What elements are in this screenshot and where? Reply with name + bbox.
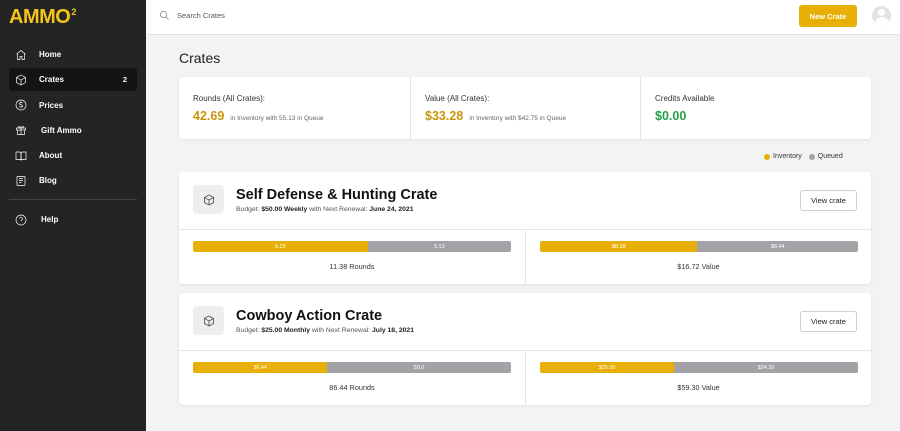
sidebar-item-gift-ammo[interactable]: Gift Ammo	[9, 119, 137, 142]
stat-label: Value (All Crates):	[425, 94, 490, 103]
budget-amount: $50.00 Weekly	[261, 206, 308, 213]
budget-prefix: Budget:	[236, 327, 260, 334]
sidebar-item-label: Blog	[39, 176, 57, 186]
legend: Inventory Queued	[764, 153, 843, 160]
value-sub: in Inventory with $42.75 in Queue	[469, 115, 567, 122]
crate-card: Cowboy Action Crate Budget: $25.00 Month…	[179, 293, 871, 405]
search-icon	[159, 10, 177, 21]
sidebar-item-label: Crates	[39, 75, 64, 85]
box-icon	[15, 74, 27, 86]
legend-inventory: Inventory	[764, 153, 802, 160]
rounds-sub: in Inventory with 55.13 in Queue	[230, 115, 324, 122]
avatar-body	[874, 17, 889, 25]
sidebar-item-label: Help	[41, 215, 59, 225]
rounds-value: 42.69	[193, 109, 225, 123]
rounds-total: 86.44 Rounds	[329, 383, 375, 392]
crate-body: 36.44 50.0 86.44 Rounds $25.00 $34.30 $5…	[179, 351, 871, 405]
rounds-bar: 6.25 5.13	[193, 241, 511, 252]
value-bar: $8.28 $8.44	[540, 241, 858, 252]
renewal-date: June 24, 2021	[369, 206, 414, 213]
box-icon	[193, 306, 224, 335]
queued-dot	[808, 153, 815, 160]
rounds-stat: Rounds (All Crates): 42.69 in Inventory …	[179, 77, 410, 139]
queued-segment: 5.13	[367, 241, 511, 252]
crate-header: Cowboy Action Crate Budget: $25.00 Month…	[179, 293, 871, 351]
ammo-logo[interactable]: AMMO 2	[0, 0, 146, 35]
crate-card: Self Defense & Hunting Crate Budget: $50…	[179, 172, 871, 284]
inventory-segment: 6.25	[193, 241, 368, 252]
book-icon	[15, 150, 27, 162]
crate-budget: Budget: $25.00 Monthly with Next Renewal…	[236, 327, 414, 334]
crate-budget: Budget: $50.00 Weekly with Next Renewal:…	[236, 206, 414, 213]
view-crate-button[interactable]: View crate	[800, 311, 857, 332]
search-box	[159, 10, 477, 21]
value-value: $33.28	[425, 109, 464, 123]
dollar-icon	[15, 99, 27, 111]
sidebar: AMMO 2 Home Crates 2 Prices Gift Ammo Abo…	[0, 0, 146, 431]
stat-label: Rounds (All Crates):	[193, 94, 266, 103]
queued-segment: $34.30	[674, 362, 858, 373]
crate-header: Self Defense & Hunting Crate Budget: $50…	[179, 172, 871, 230]
legend-label: Queued	[817, 153, 843, 160]
legend-label: Inventory	[773, 153, 802, 160]
box-icon	[193, 185, 224, 214]
legend-queued: Queued	[808, 153, 843, 160]
rounds-bar: 36.44 50.0	[193, 362, 511, 373]
sidebar-nav: Home Crates 2 Prices Gift Ammo About Blo…	[0, 35, 146, 231]
inventory-segment: 36.44	[193, 362, 328, 373]
sidebar-item-blog[interactable]: Blog	[9, 169, 137, 192]
page-title: Crates	[179, 50, 221, 66]
sidebar-item-prices[interactable]: Prices	[9, 94, 137, 117]
sidebar-item-label: Prices	[39, 100, 64, 110]
sidebar-item-about[interactable]: About	[9, 144, 137, 167]
credits-stat: Credits Available $0.00	[640, 77, 871, 139]
queued-segment: $8.44	[697, 241, 858, 252]
crates-count-badge: 2	[122, 75, 127, 85]
budget-mid: with Next Renewal:	[309, 206, 368, 213]
view-crate-button[interactable]: View crate	[800, 190, 857, 211]
queued-segment: 50.0	[327, 362, 511, 373]
budget-mid: with Next Renewal:	[311, 327, 371, 334]
sidebar-item-crates[interactable]: Crates 2	[9, 68, 137, 92]
logo-superscript: 2	[71, 6, 76, 17]
search-input[interactable]	[177, 11, 477, 20]
sidebar-item-help[interactable]: Help	[9, 208, 137, 231]
rounds-half: 36.44 50.0 86.44 Rounds	[179, 351, 525, 405]
sidebar-item-home[interactable]: Home	[9, 43, 137, 66]
value-stat: Value (All Crates): $33.28 in Inventory …	[410, 77, 640, 139]
stat-label: Credits Available	[655, 94, 715, 103]
crate-title: Cowboy Action Crate	[236, 308, 383, 324]
stats-card: Rounds (All Crates): 42.69 in Inventory …	[179, 77, 871, 139]
top-bar: New Crate	[146, 0, 900, 35]
budget-prefix: Budget:	[236, 206, 260, 213]
avatar-head	[878, 9, 885, 16]
rounds-total: 11.38 Rounds	[329, 262, 375, 271]
rounds-half: 6.25 5.13 11.38 Rounds	[179, 230, 525, 284]
logo-text: AMMO	[9, 6, 71, 28]
sidebar-divider	[9, 199, 137, 201]
sidebar-item-label: About	[39, 151, 63, 161]
help-circle-icon	[15, 214, 27, 226]
crate-body: 6.25 5.13 11.38 Rounds $8.28 $8.44 $16.7…	[179, 230, 871, 284]
inventory-dot	[764, 153, 770, 160]
new-crate-button[interactable]: New Crate	[799, 5, 857, 27]
newspaper-icon	[15, 175, 27, 187]
home-icon	[15, 49, 27, 61]
value-half: $25.00 $34.30 $59.30 Value	[525, 351, 871, 405]
sidebar-item-label: Home	[39, 50, 62, 59]
renewal-date: July 18, 2021	[372, 327, 414, 334]
credits-value: $0.00	[655, 109, 687, 123]
value-total: $16.72 Value	[677, 262, 720, 271]
crate-title: Self Defense & Hunting Crate	[236, 187, 438, 203]
sidebar-item-label: Gift Ammo	[41, 125, 82, 135]
inventory-segment: $8.28	[540, 241, 698, 252]
avatar[interactable]	[872, 6, 891, 25]
value-half: $8.28 $8.44 $16.72 Value	[525, 230, 871, 284]
inventory-segment: $25.00	[540, 362, 675, 373]
value-bar: $25.00 $34.30	[540, 362, 858, 373]
value-total: $59.30 Value	[677, 383, 720, 392]
gift-icon	[15, 124, 27, 136]
budget-amount: $25.00 Monthly	[261, 327, 311, 334]
